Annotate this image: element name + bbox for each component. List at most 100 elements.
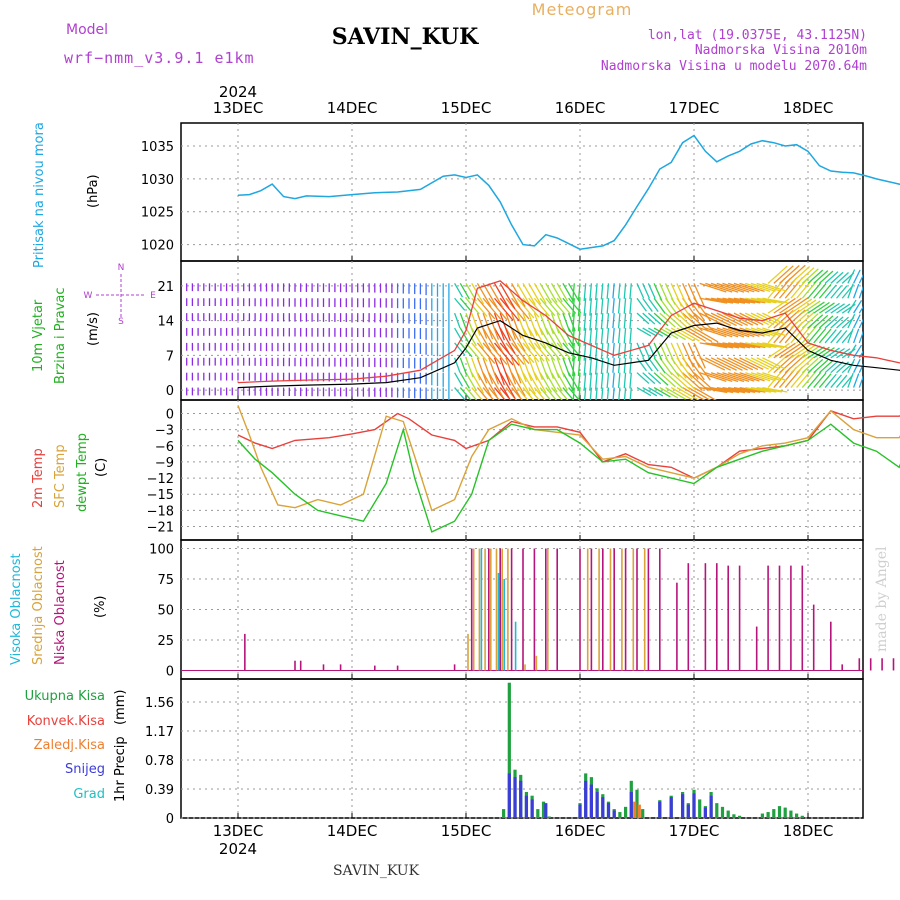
wind-arrow bbox=[594, 313, 598, 330]
wind-arrow bbox=[528, 283, 542, 305]
wind-arrow bbox=[617, 283, 621, 299]
wind-arrow bbox=[784, 354, 806, 374]
wind-arrow bbox=[871, 285, 876, 299]
wind-arrow bbox=[807, 269, 824, 284]
precip-bar bbox=[507, 773, 511, 818]
wind-arrow bbox=[648, 387, 664, 397]
wind-ylabel-3: (m/s) bbox=[86, 312, 101, 346]
wind-arrow bbox=[545, 357, 555, 379]
wind-arrow bbox=[836, 272, 849, 284]
wind-arrow bbox=[454, 387, 466, 400]
wind-arrow bbox=[716, 342, 746, 349]
wind-arrow bbox=[629, 283, 632, 300]
wind-arrow bbox=[629, 313, 632, 329]
precip-ylabel-1: 1hr Precip bbox=[113, 736, 128, 802]
wind-arrow bbox=[716, 282, 745, 293]
wind-arrow bbox=[505, 357, 517, 385]
y-tick-label: 25 bbox=[157, 634, 174, 649]
wind-arrow bbox=[636, 312, 650, 325]
wind-arrow bbox=[600, 327, 604, 345]
wind-arrow bbox=[818, 328, 832, 344]
lonlat-text: lon,lat (19.0375E, 43.1125N) bbox=[648, 28, 867, 43]
wind-arrow bbox=[699, 312, 726, 326]
wind-arrow bbox=[773, 297, 796, 314]
wind-arrow bbox=[847, 344, 857, 359]
wind-arrow bbox=[801, 357, 819, 374]
wind-arrow bbox=[636, 327, 652, 337]
wind-arrow bbox=[493, 327, 510, 354]
wind-arrow bbox=[589, 327, 593, 346]
compass-s: S bbox=[118, 317, 124, 327]
temp-series-2 bbox=[237, 423, 900, 533]
wind-arrow bbox=[733, 282, 760, 293]
wind-arrow bbox=[818, 283, 832, 299]
wind-arrow bbox=[728, 297, 756, 304]
wind-arrow bbox=[745, 297, 772, 304]
wind-arrow bbox=[756, 342, 783, 348]
temp-axis-labels: 2m Temp SFC Temp dewpt Temp (C) bbox=[31, 433, 109, 512]
precip-bar bbox=[606, 803, 611, 818]
wind-arrow bbox=[876, 315, 882, 328]
wind-arrow bbox=[670, 283, 683, 307]
wind-arrow bbox=[888, 360, 894, 372]
wind-arrow bbox=[659, 297, 673, 316]
wind-arrow bbox=[894, 346, 900, 358]
wind-arrow bbox=[629, 357, 632, 374]
wind-arrow bbox=[824, 315, 839, 329]
wind-arrow bbox=[813, 372, 827, 389]
wind-arrow bbox=[722, 312, 748, 326]
wind-arrow bbox=[511, 342, 530, 365]
wind-arrow bbox=[716, 386, 746, 394]
wind-arrow bbox=[499, 357, 511, 386]
wind-arrow bbox=[762, 357, 786, 370]
wind-arrow bbox=[882, 360, 888, 373]
wind-arrow bbox=[488, 283, 504, 309]
y-tick-label: 1030 bbox=[141, 173, 174, 188]
wind-arrow bbox=[583, 298, 587, 317]
precip-ylabel-2: (mm) bbox=[113, 690, 128, 725]
wind-arrow bbox=[687, 372, 709, 392]
wind-arrow bbox=[482, 297, 502, 320]
wind-arrow bbox=[750, 357, 775, 370]
wind-arrow bbox=[572, 342, 575, 362]
temp-ylabel-4: (C) bbox=[94, 458, 109, 477]
wind-arrow bbox=[790, 265, 811, 284]
wind-arrow bbox=[676, 312, 697, 332]
wind-arrow bbox=[629, 372, 632, 389]
wind-arrow bbox=[894, 316, 900, 328]
watermark: made by Angel bbox=[874, 546, 890, 652]
wind-arrow bbox=[676, 283, 689, 308]
wind-arrow bbox=[476, 283, 492, 308]
wind-arrow bbox=[562, 312, 571, 332]
wind-arrow bbox=[659, 357, 673, 376]
wind-arrow bbox=[556, 327, 569, 347]
wind-arrow bbox=[488, 297, 508, 321]
wind-arrow bbox=[482, 387, 495, 400]
wind-arrow bbox=[606, 387, 610, 400]
wind-arrow bbox=[583, 372, 587, 391]
y-tick-label: 0.78 bbox=[145, 754, 174, 769]
wind-arrow bbox=[745, 372, 771, 382]
wind-arrow bbox=[710, 327, 739, 338]
precip-bar bbox=[547, 816, 551, 818]
precip-bar bbox=[760, 813, 764, 818]
precip-bar bbox=[601, 797, 605, 818]
x-tick-label-bottom: 14DEC bbox=[327, 822, 378, 840]
wind-arrow bbox=[699, 372, 727, 382]
wind-arrow bbox=[516, 342, 535, 364]
wind-arrow bbox=[676, 387, 700, 400]
wind-arrow bbox=[705, 386, 734, 394]
y-tick-label: −9 bbox=[155, 456, 174, 471]
wind-arrow bbox=[710, 297, 740, 304]
wind-arrow bbox=[824, 360, 839, 374]
wind-arrow bbox=[790, 343, 813, 359]
wind-arrow bbox=[600, 357, 604, 374]
wind-arrow bbox=[617, 357, 621, 374]
wind-arrow bbox=[612, 372, 615, 388]
wind-arrow bbox=[882, 285, 887, 298]
wind-arrow bbox=[623, 313, 627, 329]
wind-arrow bbox=[830, 285, 842, 299]
wind-arrow bbox=[796, 279, 813, 299]
wind-arrow bbox=[888, 316, 894, 328]
